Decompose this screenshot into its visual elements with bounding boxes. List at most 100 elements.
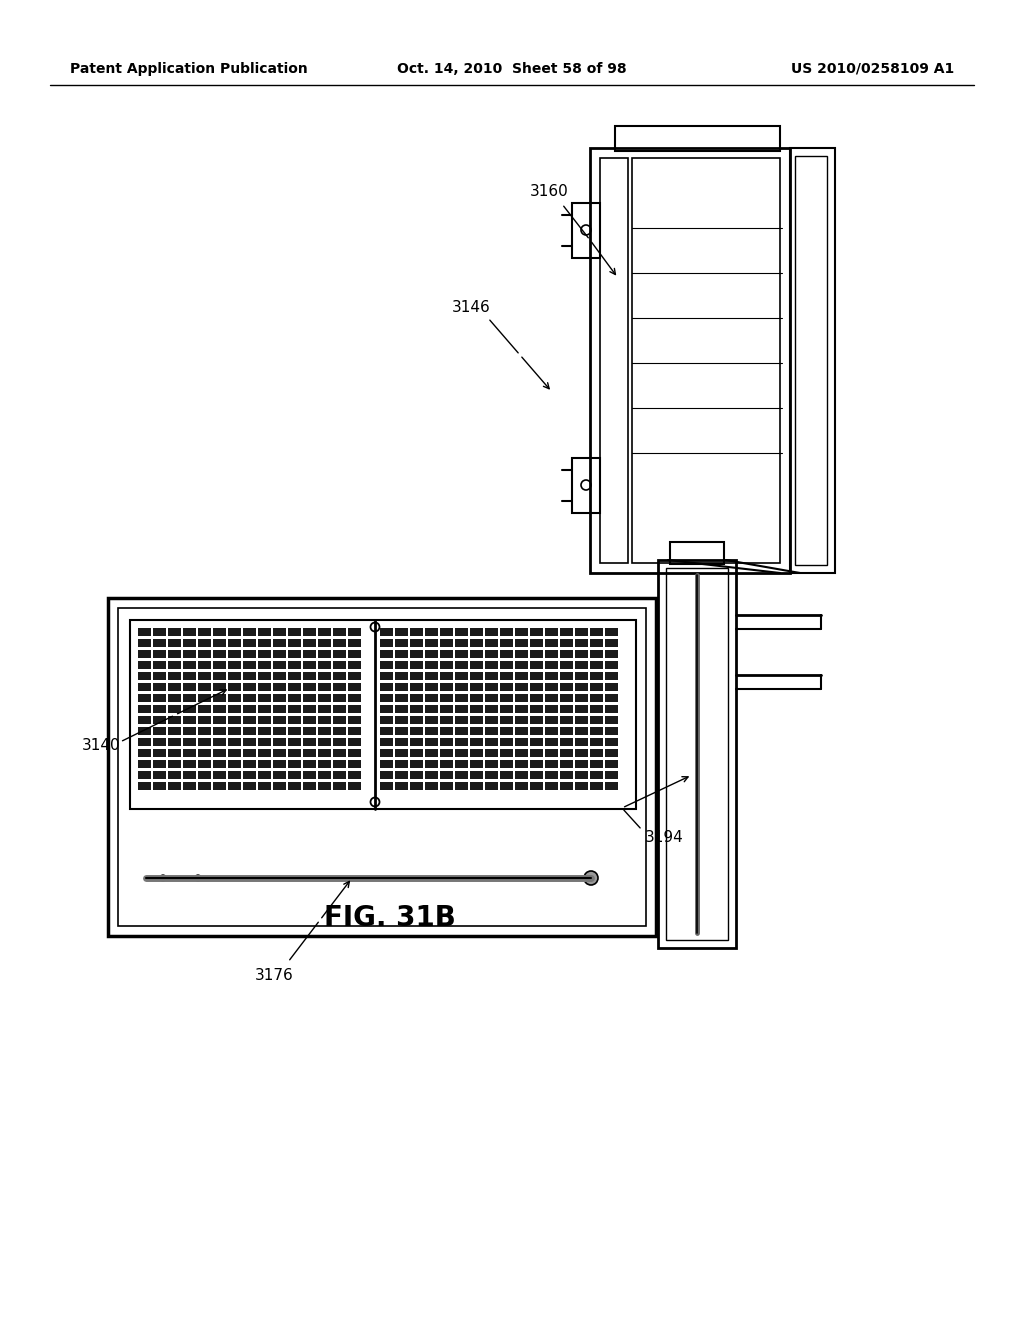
Bar: [138, 649, 151, 657]
Bar: [273, 748, 286, 756]
Bar: [470, 771, 483, 779]
Bar: [183, 760, 196, 768]
Bar: [198, 682, 211, 690]
Bar: [333, 639, 346, 647]
Bar: [515, 771, 528, 779]
Bar: [243, 727, 256, 735]
Bar: [395, 672, 408, 680]
Bar: [333, 715, 346, 723]
Bar: [348, 727, 361, 735]
Bar: [153, 694, 166, 702]
Bar: [168, 682, 181, 690]
Bar: [183, 661, 196, 669]
Bar: [605, 781, 618, 789]
Bar: [560, 727, 573, 735]
Bar: [348, 781, 361, 789]
Bar: [440, 748, 453, 756]
Bar: [288, 672, 301, 680]
Bar: [530, 682, 543, 690]
Bar: [425, 639, 438, 647]
Bar: [243, 661, 256, 669]
Bar: [228, 628, 241, 636]
Bar: [183, 705, 196, 713]
Bar: [153, 781, 166, 789]
Bar: [470, 628, 483, 636]
Bar: [183, 682, 196, 690]
Bar: [303, 748, 316, 756]
Bar: [138, 694, 151, 702]
Bar: [425, 661, 438, 669]
Bar: [515, 715, 528, 723]
Bar: [530, 639, 543, 647]
Bar: [500, 715, 513, 723]
Bar: [138, 639, 151, 647]
Bar: [288, 649, 301, 657]
Bar: [318, 661, 331, 669]
Bar: [243, 628, 256, 636]
Bar: [273, 672, 286, 680]
Bar: [425, 715, 438, 723]
Bar: [213, 760, 226, 768]
Bar: [560, 781, 573, 789]
Bar: [258, 672, 271, 680]
Bar: [333, 705, 346, 713]
Bar: [213, 672, 226, 680]
Bar: [500, 661, 513, 669]
Bar: [572, 203, 600, 257]
Bar: [333, 771, 346, 779]
Bar: [228, 748, 241, 756]
Bar: [545, 628, 558, 636]
Bar: [168, 771, 181, 779]
Bar: [530, 715, 543, 723]
Bar: [485, 705, 498, 713]
Bar: [198, 715, 211, 723]
Bar: [380, 738, 393, 746]
Bar: [243, 639, 256, 647]
Bar: [485, 748, 498, 756]
Bar: [425, 705, 438, 713]
Bar: [500, 738, 513, 746]
Bar: [333, 682, 346, 690]
Bar: [273, 715, 286, 723]
Bar: [348, 705, 361, 713]
Bar: [410, 781, 423, 789]
Bar: [440, 771, 453, 779]
Bar: [258, 727, 271, 735]
Bar: [183, 781, 196, 789]
Bar: [575, 781, 588, 789]
Bar: [560, 649, 573, 657]
Bar: [515, 738, 528, 746]
Bar: [318, 649, 331, 657]
Bar: [605, 628, 618, 636]
Bar: [318, 628, 331, 636]
Bar: [333, 781, 346, 789]
Bar: [243, 771, 256, 779]
Bar: [228, 738, 241, 746]
Bar: [485, 727, 498, 735]
Bar: [575, 649, 588, 657]
Bar: [258, 649, 271, 657]
Bar: [318, 727, 331, 735]
Bar: [288, 760, 301, 768]
Bar: [303, 649, 316, 657]
Bar: [258, 639, 271, 647]
Bar: [410, 738, 423, 746]
Bar: [605, 771, 618, 779]
Bar: [318, 639, 331, 647]
Bar: [198, 672, 211, 680]
Bar: [198, 705, 211, 713]
Bar: [575, 661, 588, 669]
Bar: [138, 748, 151, 756]
Bar: [168, 649, 181, 657]
Bar: [380, 672, 393, 680]
Bar: [485, 694, 498, 702]
Bar: [168, 781, 181, 789]
Bar: [545, 705, 558, 713]
Bar: [168, 639, 181, 647]
Bar: [288, 661, 301, 669]
Bar: [303, 682, 316, 690]
Bar: [410, 639, 423, 647]
Bar: [273, 727, 286, 735]
Bar: [380, 661, 393, 669]
Bar: [243, 715, 256, 723]
